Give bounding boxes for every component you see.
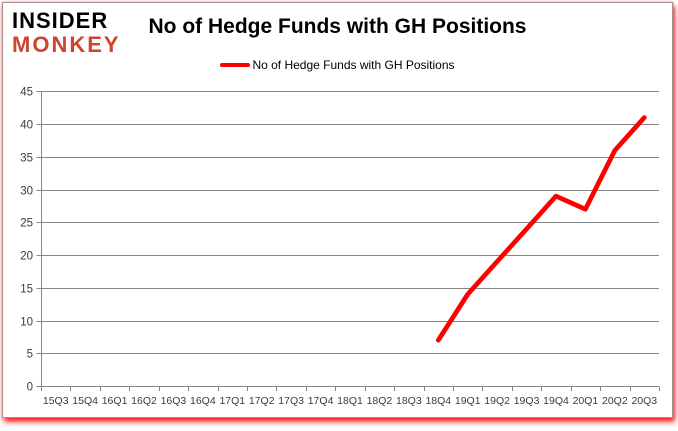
chart-card: INSIDER MONKEY No of Hedge Funds with GH…	[2, 2, 673, 418]
svg-text:15Q4: 15Q4	[72, 395, 98, 407]
svg-text:15Q3: 15Q3	[43, 395, 69, 407]
svg-text:18Q4: 18Q4	[425, 395, 451, 407]
svg-text:20: 20	[20, 251, 33, 263]
svg-text:19Q2: 19Q2	[484, 395, 510, 407]
svg-text:20Q3: 20Q3	[631, 395, 657, 407]
insider-monkey-logo: INSIDER MONKEY	[12, 9, 121, 57]
svg-text:16Q1: 16Q1	[102, 395, 128, 407]
svg-text:17Q2: 17Q2	[249, 395, 275, 407]
legend: No of Hedge Funds with GH Positions	[3, 58, 672, 72]
svg-text:15: 15	[20, 284, 33, 296]
svg-text:20Q1: 20Q1	[573, 395, 599, 407]
svg-text:35: 35	[20, 153, 33, 165]
svg-text:19Q4: 19Q4	[543, 395, 569, 407]
svg-text:17Q4: 17Q4	[308, 395, 334, 407]
chart-title: No of Hedge Funds with GH Positions	[148, 15, 527, 38]
svg-text:20Q2: 20Q2	[602, 395, 628, 407]
svg-text:10: 10	[20, 317, 33, 329]
logo-text-insider: INSIDER	[12, 8, 109, 33]
legend-label: No of Hedge Funds with GH Positions	[252, 58, 455, 72]
svg-text:40: 40	[20, 120, 33, 132]
svg-text:25: 25	[20, 218, 33, 230]
svg-text:19Q1: 19Q1	[455, 395, 481, 407]
svg-text:5: 5	[27, 349, 33, 361]
logo-text-monkey: MONKEY	[12, 32, 121, 57]
svg-text:17Q1: 17Q1	[219, 395, 245, 407]
svg-text:19Q3: 19Q3	[514, 395, 540, 407]
legend-line-swatch	[220, 62, 251, 68]
svg-text:16Q3: 16Q3	[161, 395, 187, 407]
svg-text:16Q4: 16Q4	[190, 395, 216, 407]
svg-text:18Q3: 18Q3	[396, 395, 422, 407]
svg-text:45: 45	[20, 87, 33, 99]
svg-text:18Q2: 18Q2	[367, 395, 393, 407]
svg-text:0: 0	[27, 382, 33, 394]
svg-text:30: 30	[20, 186, 33, 198]
svg-text:17Q3: 17Q3	[278, 395, 304, 407]
line-chart: 0 5 10 15 20 25 30 35 40 45 15Q3 15Q4 16Q1 16Q2 16Q3 16…	[20, 87, 660, 407]
svg-text:16Q2: 16Q2	[131, 395, 157, 407]
svg-text:18Q1: 18Q1	[337, 395, 363, 407]
